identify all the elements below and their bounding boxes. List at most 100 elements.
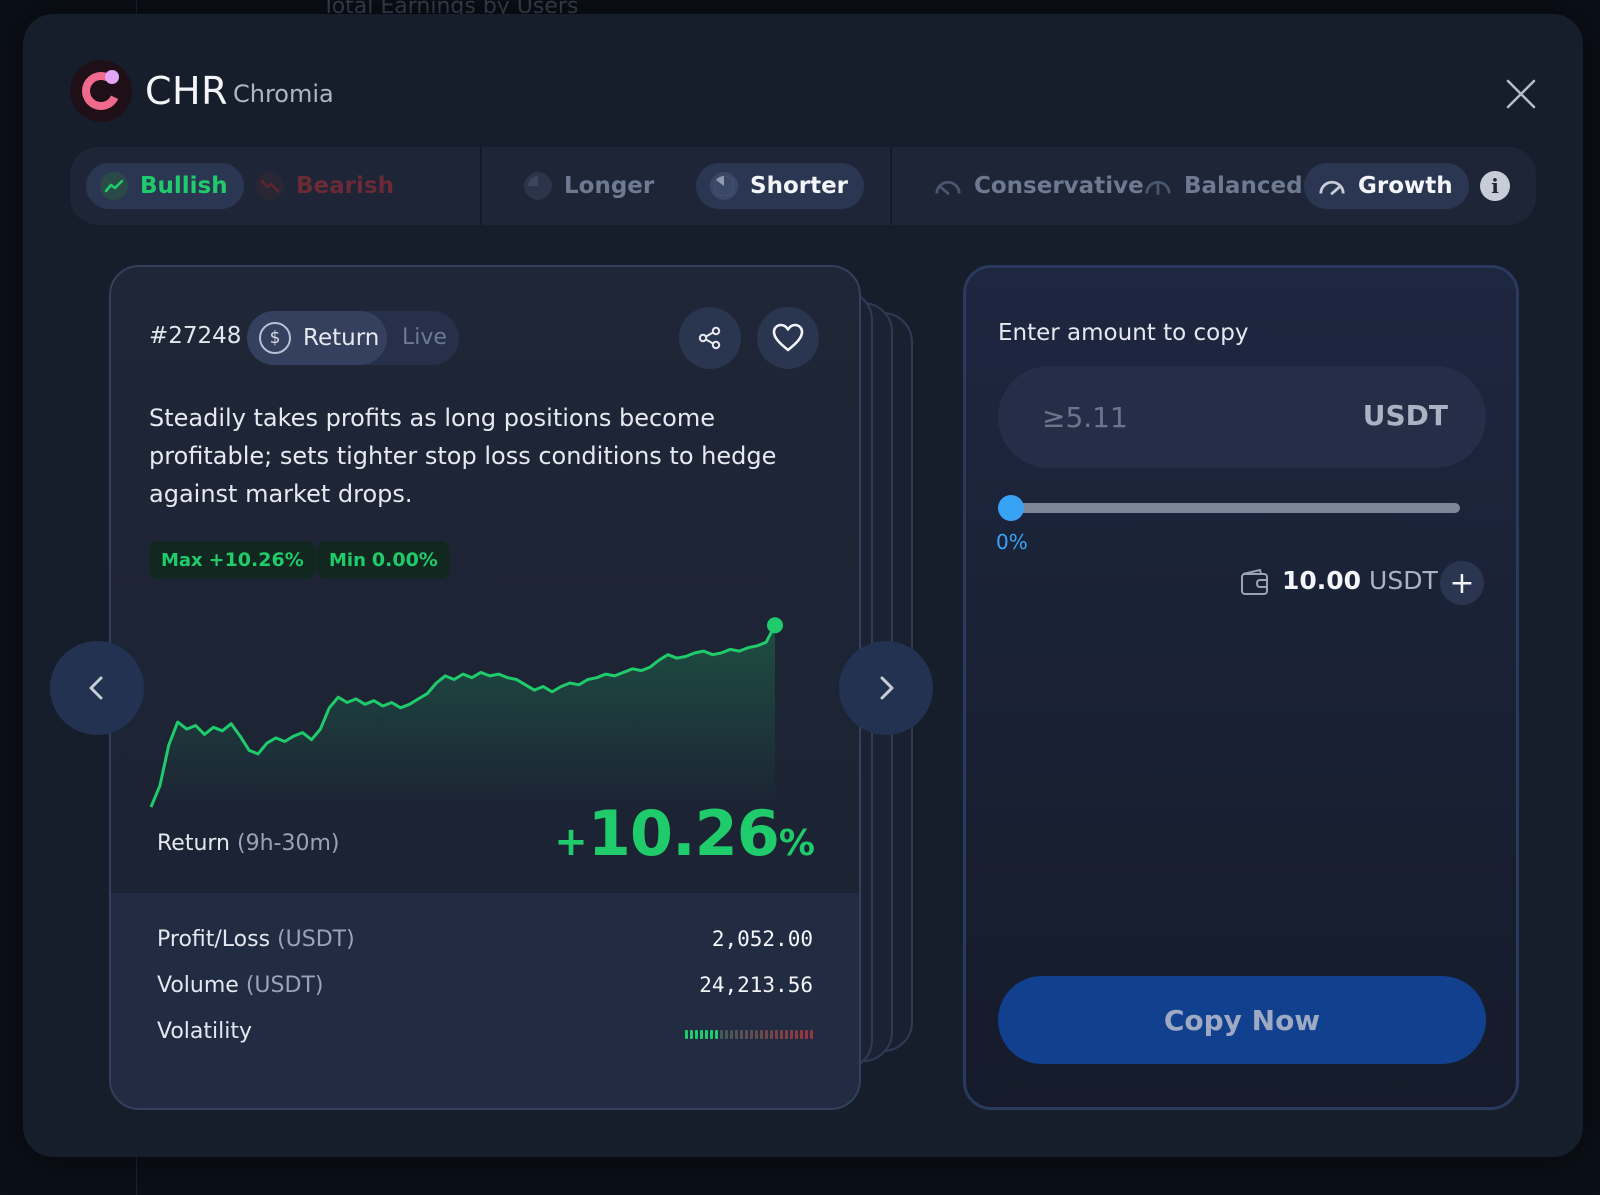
volatility-segment [690,1030,693,1039]
filter-bullish[interactable]: Bullish [86,163,244,209]
amount-input[interactable] [1042,396,1342,438]
filter-balanced[interactable]: Balanced [1130,163,1319,209]
next-strategy-button[interactable] [839,641,933,735]
amount-currency: USDT [1362,399,1448,432]
filter-longer[interactable]: Longer [510,163,670,209]
volatility-segment [780,1030,783,1039]
strategy-description: Steadily takes profits as long positions… [149,404,777,508]
volatility-segment [755,1030,758,1039]
pie-large-icon [524,172,552,200]
return-percentage: + 10.26 % [554,797,815,870]
filter-bearish[interactable]: Bearish [242,163,410,209]
filter-shorter-label: Shorter [750,173,849,199]
return-period-label: Return (9h-30m) [157,831,340,856]
max-label: Max [161,549,203,571]
add-funds-button[interactable]: + [1440,561,1484,605]
profit-label: Profit/Loss [157,927,271,952]
volatility-segment [710,1030,713,1039]
gauge-mid-icon [1144,172,1172,200]
filter-conservative[interactable]: Conservative [920,163,1160,209]
strategy-modal: CHR Chromia Bullish Bearish Longer [23,14,1583,1157]
return-sign: + [554,819,588,865]
volatility-segment [765,1030,768,1039]
strategy-filters: Bullish Bearish Longer Shorter Conservat… [70,147,1536,225]
chevron-right-icon [880,676,894,700]
mode-return-label: Return [303,325,380,351]
return-chart [149,617,783,808]
wallet-balance: 10.00 USDT [1282,566,1438,595]
info-icon[interactable]: i [1480,171,1510,201]
amount-slider-handle[interactable] [998,495,1024,521]
chart-end-point [767,617,783,634]
token-symbol: CHR [145,69,229,113]
volatility-segment [800,1030,803,1039]
min-return-tag: Min 0.00% [317,541,450,579]
trend-down-icon [256,172,284,200]
filter-bullish-label: Bullish [140,173,228,199]
filter-longer-label: Longer [564,173,655,199]
dollar-icon: $ [259,322,291,354]
volatility-segment [750,1030,753,1039]
volatility-row: Volatility [157,1019,813,1044]
mode-return-button[interactable]: $ Return [247,311,387,365]
volatility-segment [775,1030,778,1039]
mode-toggle: $ Return Live [247,311,459,365]
profit-value: 2,052.00 [711,927,813,951]
filter-growth[interactable]: Growth [1304,163,1469,209]
mode-live-button[interactable]: Live [402,325,447,350]
volatility-segment [715,1030,718,1039]
strategy-card: #27248 $ Return Live Steadily takes prof… [109,265,861,1110]
volume-row: Volume (USDT) 24,213.56 [157,973,813,998]
token-name: Chromia [233,80,334,108]
balance-currency: USDT [1369,566,1438,595]
filter-balanced-label: Balanced [1184,173,1303,199]
strategy-id: #27248 [149,323,242,349]
chart-line [149,624,777,808]
chevron-left-icon [89,676,103,700]
chromia-logo [70,60,132,122]
volatility-meter [685,1019,813,1044]
volatility-segment [735,1030,738,1039]
copy-now-button[interactable]: Copy Now [998,976,1486,1064]
volatility-segment [745,1030,748,1039]
volatility-segment [725,1030,728,1039]
return-value: 10.26 [587,797,780,870]
volatility-segment [720,1030,723,1039]
filter-shorter[interactable]: Shorter [696,163,865,209]
volatility-segment [730,1030,733,1039]
volume-value: 24,213.56 [699,973,813,997]
share-button[interactable] [679,307,741,369]
volatility-segment [810,1030,813,1039]
volatility-segment [705,1030,708,1039]
profit-unit: (USDT) [277,927,355,952]
amount-slider-percent: 0% [996,530,1028,554]
volatility-segment [790,1030,793,1039]
balance-value: 10.00 [1282,566,1362,595]
gauge-low-icon [934,172,962,200]
volatility-segment [785,1030,788,1039]
card-stats: Profit/Loss (USDT) 2,052.00 Volume (USDT… [111,893,859,1108]
volatility-segment [740,1030,743,1039]
volatility-segment [770,1030,773,1039]
filter-growth-label: Growth [1358,173,1453,199]
volatility-segment [760,1030,763,1039]
favorite-button[interactable] [757,307,819,369]
max-return-tag: Max +10.26% [149,541,316,579]
volatility-segment [685,1030,688,1039]
volatility-label: Volatility [157,1019,253,1044]
close-icon[interactable] [1503,76,1539,112]
filter-bearish-label: Bearish [296,173,394,199]
volume-unit: (USDT) [245,973,324,998]
chart-area [151,625,775,807]
volatility-segment [700,1030,703,1039]
copy-panel-title: Enter amount to copy [998,320,1249,346]
return-unit: % [778,823,815,864]
copy-panel: Enter amount to copy USDT 0% 10.00 USDT … [963,265,1519,1110]
amount-slider[interactable] [1010,503,1460,513]
gauge-high-icon [1318,172,1346,200]
wallet-icon [1241,569,1268,595]
max-value: +10.26% [208,549,304,571]
volatility-segment [795,1030,798,1039]
amount-field: USDT [998,366,1486,468]
previous-strategy-button[interactable] [50,641,144,735]
